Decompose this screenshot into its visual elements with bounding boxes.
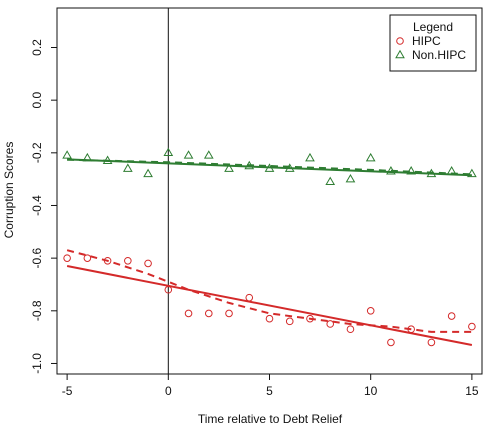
- legend-box: [389, 14, 477, 72]
- data-point: [325, 176, 336, 186]
- series-hipc: [63, 249, 476, 347]
- data-point: [346, 325, 355, 334]
- data-point: [447, 312, 456, 320]
- y-tick-label: 0.2: [30, 39, 44, 56]
- x-tick-label: 10: [364, 384, 378, 398]
- data-point: [305, 152, 315, 162]
- data-point: [183, 150, 194, 159]
- legend-label: Non.HIPC: [412, 48, 466, 62]
- x-tick-label: 15: [465, 384, 479, 398]
- y-tick-label: -1.0: [30, 353, 44, 374]
- data-point: [366, 307, 375, 315]
- linear-fit-line: [67, 158, 472, 177]
- data-point: [122, 163, 133, 172]
- y-tick-label: -0.2: [30, 142, 44, 163]
- data-point: [184, 309, 193, 318]
- legend-marker-triangle: [395, 49, 405, 59]
- y-tick-label: -0.4: [30, 195, 44, 216]
- x-tick-label: 0: [165, 384, 172, 398]
- data-point: [467, 168, 477, 178]
- series-layer: [62, 147, 477, 347]
- data-point: [427, 338, 436, 347]
- x-tick-label: -5: [62, 384, 73, 398]
- y-tick-label: -0.6: [30, 247, 44, 268]
- linear-fit-line: [66, 265, 473, 347]
- data-point: [285, 317, 294, 326]
- data-point: [124, 256, 132, 265]
- y-axis-title: Corruption Scores: [2, 142, 16, 239]
- data-point: [63, 254, 71, 262]
- series-non-hipc: [62, 147, 477, 186]
- legend-marker-circle: [396, 37, 404, 45]
- data-point: [143, 168, 153, 178]
- data-point: [163, 147, 174, 157]
- data-point: [83, 254, 92, 262]
- data-point: [326, 320, 335, 328]
- x-tick-label: 5: [266, 384, 273, 398]
- data-point: [345, 173, 356, 183]
- data-point: [203, 150, 214, 159]
- smooth-fit-line: [66, 249, 472, 333]
- data-point: [204, 309, 213, 318]
- data-point: [365, 152, 376, 162]
- data-point: [265, 314, 274, 323]
- data-point: [62, 150, 72, 159]
- axes: -5 0 5 10 15 0.2 0.0 -0.2 -0.4 -0.6 -0.8 -1.0: [30, 8, 479, 398]
- data-point: [225, 309, 233, 318]
- y-tick-label: -0.8: [30, 300, 44, 321]
- data-point: [406, 166, 417, 175]
- legend-label: HIPC: [412, 34, 441, 48]
- x-axis-title: Time relative to Debt Relief: [198, 412, 343, 426]
- smooth-fit-line: [67, 158, 472, 176]
- legend-title: Legend: [413, 20, 453, 34]
- data-point: [468, 322, 476, 331]
- data-point: [387, 338, 395, 347]
- data-point: [224, 163, 234, 172]
- y-tick-label: 0.0: [30, 91, 44, 108]
- data-point: [144, 259, 152, 268]
